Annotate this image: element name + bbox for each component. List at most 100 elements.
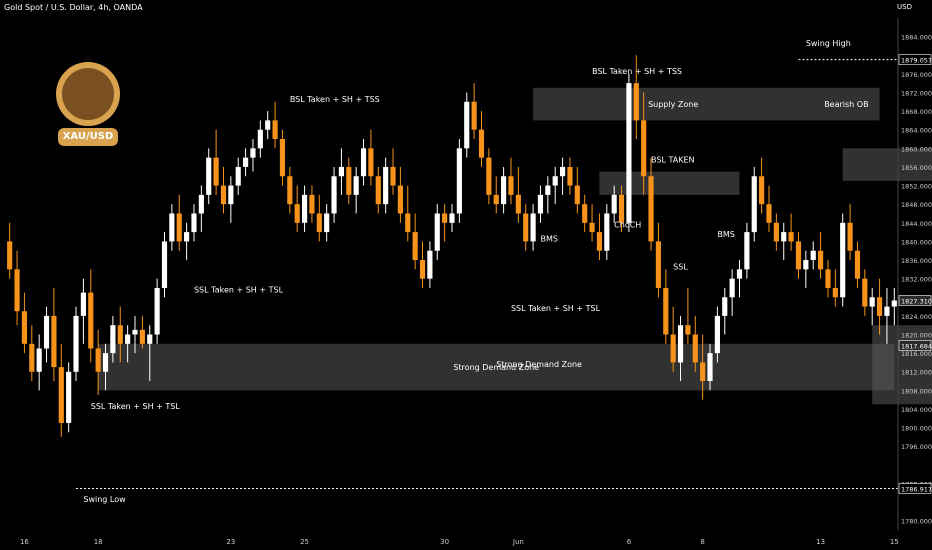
- candle-body: [383, 166, 389, 205]
- candle: [161, 232, 168, 298]
- zone-label: Supply Zone: [648, 100, 698, 109]
- candle-body: [117, 325, 123, 344]
- zone-4: [599, 171, 740, 195]
- candle: [537, 185, 544, 223]
- candle-body: [611, 194, 617, 214]
- candle-body: [847, 222, 853, 251]
- candle-body: [744, 232, 750, 270]
- annotation-label: BSL TAKEN: [651, 155, 694, 164]
- x-tick-label: Jun: [512, 538, 524, 546]
- candle-body: [552, 176, 558, 186]
- y-tick-label: 1816.000: [901, 350, 932, 358]
- candle: [869, 287, 875, 326]
- candle: [257, 120, 263, 158]
- candle: [854, 241, 861, 288]
- candle-body: [891, 300, 897, 307]
- candle: [641, 92, 647, 195]
- candle-body: [228, 185, 234, 205]
- x-tick-label: 18: [94, 538, 103, 546]
- candle: [58, 343, 64, 437]
- candle-body: [759, 176, 765, 205]
- y-tick-label: 1884.000: [901, 34, 932, 42]
- candle-body: [316, 213, 322, 233]
- candle-body: [243, 157, 249, 167]
- zone-label: Bearish OB: [824, 100, 868, 109]
- candle-body: [235, 166, 241, 186]
- zone-label: Strong Demand Zone: [453, 363, 539, 372]
- y-tick-label: 1844.000: [901, 220, 932, 228]
- candle: [552, 166, 558, 205]
- x-tick-label: 6: [627, 538, 632, 546]
- candle: [102, 343, 109, 391]
- zones-layer: [98, 87, 932, 405]
- candle: [169, 204, 175, 251]
- candle: [729, 269, 735, 316]
- candle: [670, 306, 676, 372]
- candle: [559, 157, 566, 195]
- candle-body: [515, 194, 521, 214]
- logo-badge: XAU/USD: [58, 128, 118, 146]
- annotation-label: BMS: [540, 234, 557, 243]
- annotation-label: SSL: [673, 262, 688, 271]
- candle: [618, 185, 625, 233]
- candle: [397, 166, 403, 223]
- candle-body: [220, 185, 227, 205]
- candle-body: [7, 241, 13, 270]
- candle: [788, 213, 794, 251]
- candle: [125, 325, 131, 363]
- candle: [301, 185, 308, 233]
- candle-body: [132, 329, 138, 335]
- y-tick-label: 1848.000: [901, 201, 932, 209]
- candle: [88, 269, 94, 363]
- price-tag-label: 1827.310: [901, 297, 932, 305]
- candle: [14, 250, 20, 326]
- y-tick-label: 1808.000: [901, 387, 932, 395]
- gold-bars-logo-inner: [62, 68, 114, 120]
- candle: [596, 213, 603, 261]
- candle: [434, 204, 440, 261]
- candle: [287, 166, 293, 214]
- candle: [582, 194, 588, 233]
- candle: [375, 166, 381, 214]
- candle: [633, 55, 639, 140]
- candle: [154, 278, 160, 344]
- candle: [818, 232, 824, 279]
- candle-body: [272, 120, 278, 140]
- candle-body: [257, 129, 263, 149]
- candle: [589, 204, 595, 242]
- chart-title: Gold Spot / U.S. Dollar, 4h, OANDA: [4, 3, 143, 12]
- y-tick-label: 1852.000: [901, 183, 932, 191]
- candle-body: [346, 166, 352, 195]
- candle-body: [51, 315, 57, 368]
- candle: [700, 334, 706, 400]
- candle-body: [213, 157, 219, 186]
- candle-body: [530, 213, 536, 242]
- candle: [825, 260, 831, 298]
- candle-body: [869, 297, 875, 307]
- candle-body: [582, 204, 588, 223]
- candle-body: [95, 348, 101, 372]
- y-tick-label: 1864.000: [901, 127, 932, 135]
- candle: [493, 176, 499, 214]
- annotation-label: ChoCH: [614, 220, 641, 229]
- candle: [471, 83, 477, 140]
- candle-body: [442, 213, 448, 223]
- y-tick-label: 1780.000: [901, 518, 932, 526]
- candle: [478, 111, 485, 167]
- candle-body: [169, 213, 175, 242]
- candle: [847, 204, 853, 261]
- candle: [279, 129, 286, 186]
- candle: [442, 204, 448, 242]
- candle: [309, 185, 315, 223]
- candle-body: [250, 148, 256, 158]
- candles-layer: [7, 55, 897, 437]
- price-tag-label: 1786.917: [901, 485, 932, 493]
- y-tick-label: 1868.000: [901, 108, 932, 116]
- y-tick-label: 1872.000: [901, 89, 932, 97]
- candle-body: [58, 367, 64, 423]
- candle: [95, 329, 101, 396]
- x-tick-label: 15: [890, 538, 899, 546]
- candle-body: [405, 213, 411, 233]
